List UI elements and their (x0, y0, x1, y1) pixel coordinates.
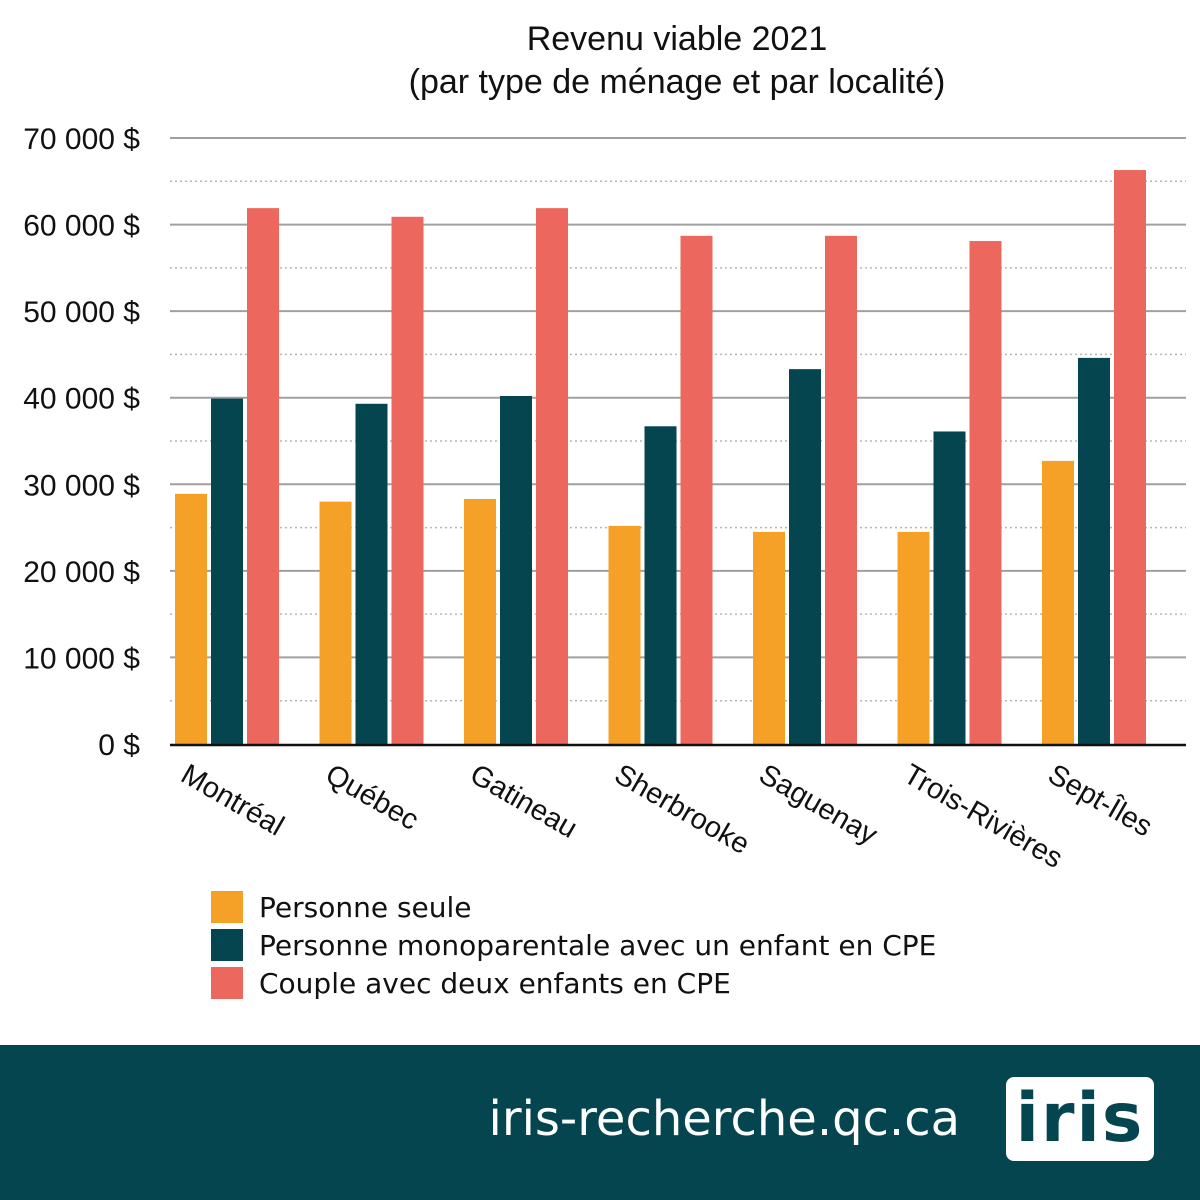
bar (825, 235, 857, 744)
x-tick-label: Saguenay (754, 758, 884, 851)
y-axis: 0 $ 10 000 $ 20 000 $ 30 000 $ 40 000 $ 50 00… (23, 123, 140, 762)
bar (1078, 357, 1110, 744)
legend-swatch (211, 891, 243, 923)
y-tick-label: 60 000 $ (23, 210, 140, 243)
iris-logo: iris (1006, 1077, 1154, 1161)
x-tick-label: Sherbrooke (609, 758, 755, 861)
bar (644, 426, 677, 744)
legend-item-personne-seule: Personne seule (211, 888, 936, 926)
footer-banner: iris-recherche.qc.ca iris (0, 1045, 1200, 1200)
bar (391, 216, 424, 744)
y-tick-label: 50 000 $ (23, 296, 140, 329)
legend: Personne seule Personne monoparentale av… (211, 888, 936, 1002)
bar (500, 395, 532, 744)
chart-title: Revenu viable 2021 (527, 20, 828, 58)
bar (680, 235, 713, 744)
x-tick-label: Québec (320, 758, 424, 837)
chart-subtitle: (par type de ménage et par localité) (409, 63, 946, 101)
x-tick-label: Trois-Rivières (898, 758, 1068, 875)
legend-swatch (211, 929, 243, 961)
bar (175, 493, 207, 744)
chart-area: Revenu viable 2021 (par type de ménage e… (23, 20, 1186, 1002)
grid-lines (170, 137, 1186, 702)
bar (933, 431, 966, 744)
bar (897, 531, 930, 744)
y-tick-label: 10 000 $ (23, 642, 140, 675)
bars (175, 170, 1146, 744)
bar-chart: Revenu viable 2021 (par type de ménage e… (23, 20, 1186, 875)
x-tick-label: Gatineau (465, 758, 583, 845)
bar (319, 501, 352, 744)
bar (753, 531, 785, 744)
bar (464, 499, 496, 744)
bar (1114, 170, 1146, 744)
bar (789, 369, 821, 744)
website-link[interactable]: iris-recherche.qc.ca (488, 1091, 961, 1147)
y-tick-label: 0 $ (98, 729, 140, 762)
bar (1042, 460, 1074, 744)
bar (211, 398, 243, 744)
x-axis: Montréal Québec Gatineau SherbrookeSaguenay… (170, 743, 1186, 875)
legend-swatch (211, 967, 243, 999)
y-tick-label: 20 000 $ (23, 556, 140, 589)
legend-item-couple: Couple avec deux enfants en CPE (211, 964, 936, 1002)
bar (355, 403, 388, 744)
legend-label: Personne seule (259, 890, 472, 924)
y-tick-label: 40 000 $ (23, 383, 140, 416)
y-tick-label: 70 000 $ (23, 123, 140, 156)
x-tick-label: Sept-Îles (1043, 757, 1159, 843)
x-tick-label: Montréal (176, 758, 290, 842)
bar (247, 208, 279, 744)
y-tick-label: 30 000 $ (23, 469, 140, 502)
bar (536, 208, 568, 744)
legend-item-monoparentale: Personne monoparentale avec un enfant en… (211, 926, 936, 964)
bar (608, 525, 641, 744)
logo-text: iris (1015, 1079, 1145, 1158)
legend-label: Couple avec deux enfants en CPE (259, 966, 731, 1000)
legend-label: Personne monoparentale avec un enfant en… (259, 928, 937, 962)
bar (969, 241, 1002, 744)
